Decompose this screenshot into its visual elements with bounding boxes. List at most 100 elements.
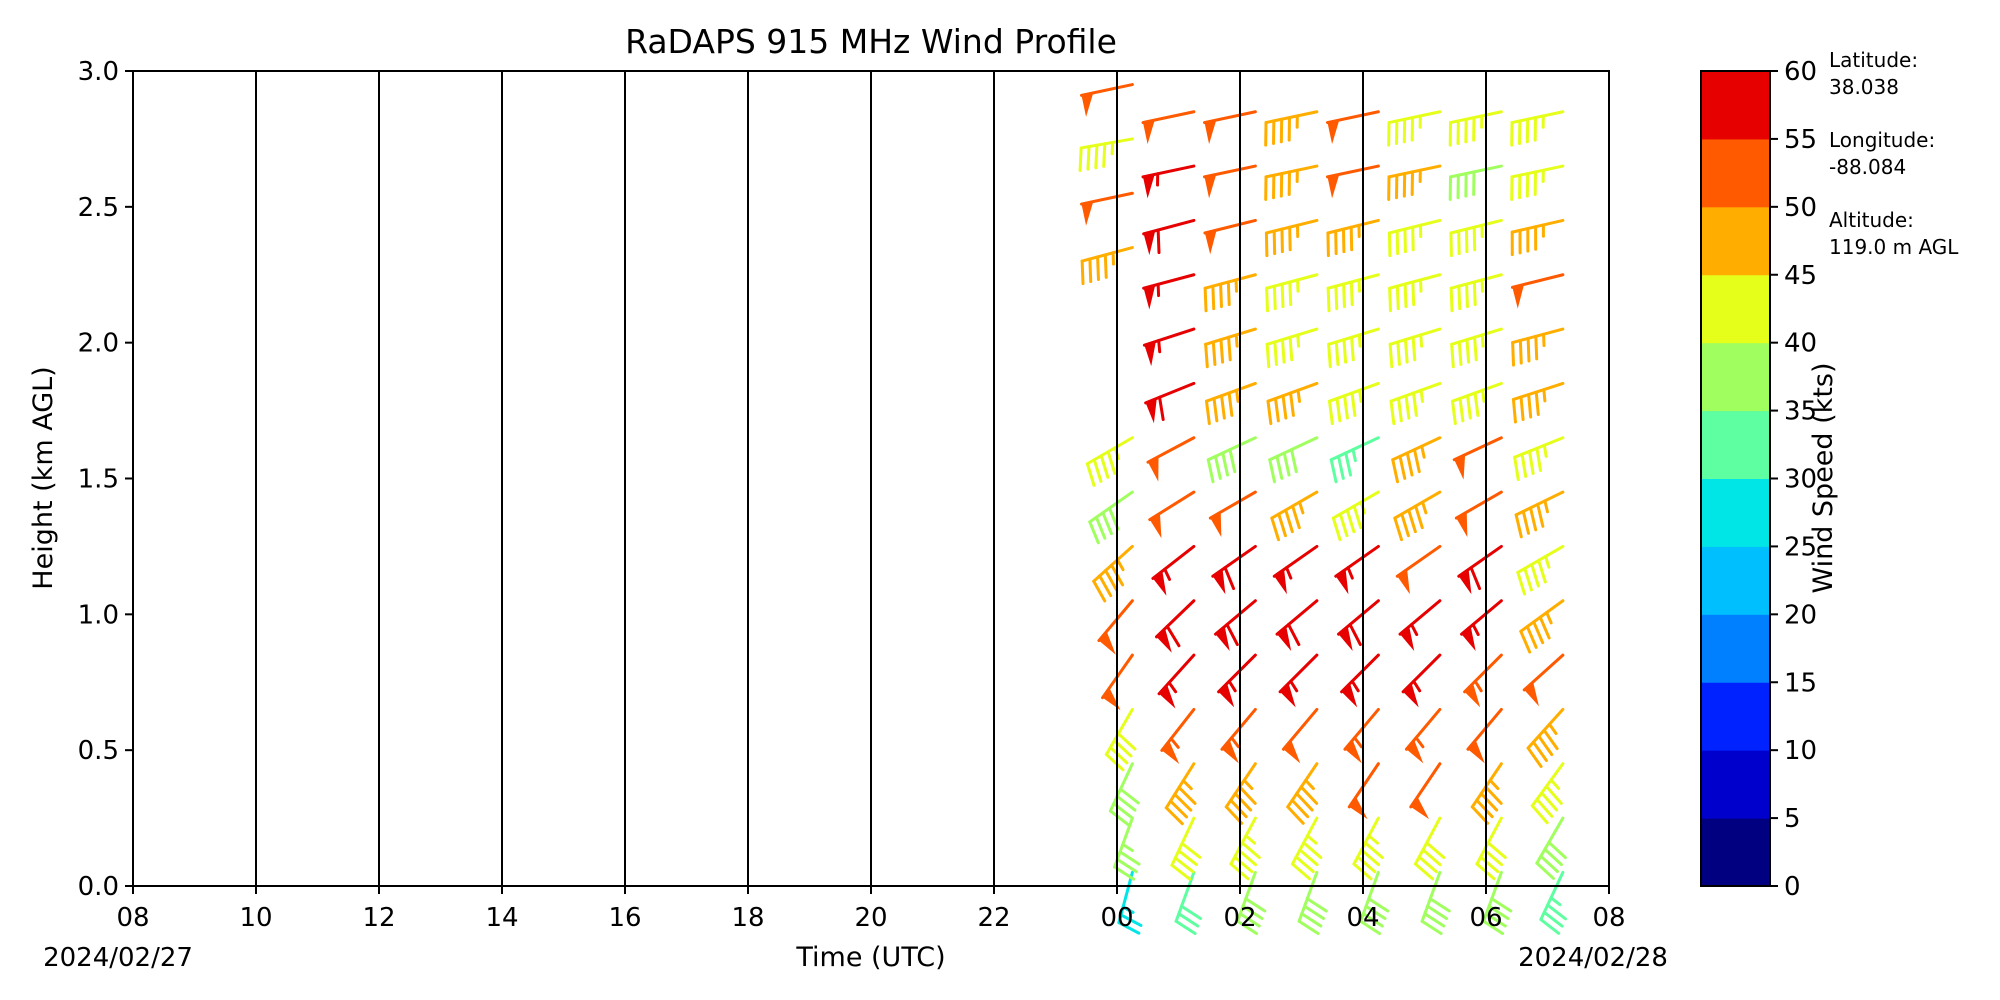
y-tick-label: 1.0 xyxy=(78,600,119,630)
wind-barb xyxy=(1278,653,1319,708)
barb-pennant xyxy=(1143,285,1156,310)
barb-full-feather xyxy=(1213,454,1222,480)
wind-barb xyxy=(1530,762,1565,825)
barb-full-feather xyxy=(1104,752,1125,772)
wind-barb xyxy=(1448,164,1503,201)
barb-full-feather xyxy=(1349,280,1354,307)
barb-full-feather xyxy=(1226,280,1231,307)
wind-barb xyxy=(1409,762,1442,820)
wind-barb xyxy=(1387,218,1442,258)
barb-full-feather xyxy=(1457,284,1462,311)
barb-full-feather xyxy=(1465,338,1471,364)
start-date-label: 2024/02/27 xyxy=(43,943,193,973)
wind-barb xyxy=(1275,599,1319,652)
barb-full-feather xyxy=(1211,340,1217,366)
wind-barb xyxy=(1208,490,1257,538)
barb-full-feather xyxy=(1219,338,1225,364)
barb-full-feather xyxy=(1290,798,1310,819)
wind-barb xyxy=(1266,381,1319,426)
barb-full-feather xyxy=(1177,912,1200,928)
barb-full-feather xyxy=(1530,562,1540,588)
longitude-label: Longitude: xyxy=(1829,128,1935,152)
barb-full-feather xyxy=(1305,897,1328,913)
barb-half-feather xyxy=(1289,679,1299,693)
barb-half-feather xyxy=(1181,779,1193,791)
wind-barb xyxy=(1157,653,1196,709)
wind-barb xyxy=(1457,544,1503,595)
wind-barb xyxy=(1080,191,1134,226)
colorbar-tick-label: 20 xyxy=(1784,600,1817,630)
barb-full-feather xyxy=(1482,848,1504,867)
wind-barb xyxy=(1326,110,1380,145)
wind-barb xyxy=(1170,816,1202,881)
wind-barb xyxy=(1513,436,1565,482)
barb-full-feather xyxy=(1103,253,1108,279)
barb-full-feather xyxy=(1457,340,1463,366)
barb-full-feather xyxy=(1396,340,1401,366)
wind-barb xyxy=(1297,870,1328,936)
barb-full-feather xyxy=(1465,282,1469,309)
colorbar-segment xyxy=(1701,614,1770,683)
barb-full-feather xyxy=(1544,784,1563,805)
barb-staff xyxy=(1080,191,1134,206)
barb-pennant xyxy=(1152,571,1167,596)
barb-full-feather xyxy=(1225,623,1239,647)
barb-half-feather xyxy=(1419,333,1424,348)
barb-pennant xyxy=(1143,174,1155,199)
colorbar-tick-label: 25 xyxy=(1784,532,1817,562)
barb-full-feather xyxy=(1350,335,1355,362)
barb-full-feather xyxy=(1265,342,1271,369)
wind-barb xyxy=(1097,599,1134,655)
y-tick-label: 2.0 xyxy=(78,329,119,359)
barb-pennant xyxy=(1147,456,1159,482)
barb-half-feather xyxy=(1296,388,1301,403)
barb-full-feather xyxy=(1206,458,1215,484)
wind-barb xyxy=(1085,436,1134,487)
barb-full-feather xyxy=(1516,570,1527,596)
barb-pennant xyxy=(1149,513,1162,539)
barb-full-feather xyxy=(1539,854,1559,874)
barb-staff xyxy=(1272,544,1319,578)
barb-full-feather xyxy=(1211,284,1216,311)
wind-barb xyxy=(1454,490,1503,538)
colorbar-tick-label: 55 xyxy=(1784,125,1817,155)
wind-barb xyxy=(1151,544,1196,596)
x-tick-label: 16 xyxy=(608,903,641,933)
barb-full-feather xyxy=(1534,334,1539,361)
barb-full-feather xyxy=(1294,855,1315,874)
barb-pennant xyxy=(1400,626,1415,652)
wind-barb xyxy=(1510,218,1565,257)
barb-half-feather xyxy=(1419,388,1424,403)
wind-barb xyxy=(1337,599,1380,652)
wind-barb xyxy=(1211,544,1257,595)
wind-barb xyxy=(1398,599,1442,652)
colorbar-segment xyxy=(1701,750,1770,819)
wind-barb xyxy=(1220,707,1257,764)
barb-full-feather xyxy=(1519,395,1525,421)
barb-full-feather xyxy=(1227,335,1232,362)
wind-barb xyxy=(1331,490,1380,542)
barb-full-feather xyxy=(1479,855,1500,874)
barb-full-feather xyxy=(1543,847,1563,867)
barb-half-feather xyxy=(1346,566,1354,580)
x-tick-label: 02 xyxy=(1223,903,1256,933)
barb-full-feather xyxy=(1174,919,1197,936)
wind-barb xyxy=(1080,83,1134,117)
barb-staff xyxy=(1208,490,1257,520)
colorbar: 0 5 10 15 20 25 30 35 40 45 50 55 60 xyxy=(1700,57,1817,902)
barb-half-feather xyxy=(1169,737,1180,749)
barb-pennant xyxy=(1327,174,1340,199)
barb-full-feather xyxy=(1367,897,1390,913)
barb-staff xyxy=(1160,707,1196,752)
barb-staff xyxy=(1214,599,1257,636)
wind-barb xyxy=(1452,436,1503,480)
altitude-label: Altitude: xyxy=(1829,208,1914,232)
barb-full-feather xyxy=(1295,792,1314,812)
barb-full-feather xyxy=(1539,918,1561,935)
colorbar-segment xyxy=(1701,478,1770,547)
barb-full-feather xyxy=(1428,897,1451,913)
wind-barb xyxy=(1146,436,1196,482)
barb-full-feather xyxy=(1484,785,1503,805)
barb-full-feather xyxy=(1288,280,1293,307)
site-info: Latitude: 38.038 Longitude: -88.084 Alti… xyxy=(1829,48,1959,259)
